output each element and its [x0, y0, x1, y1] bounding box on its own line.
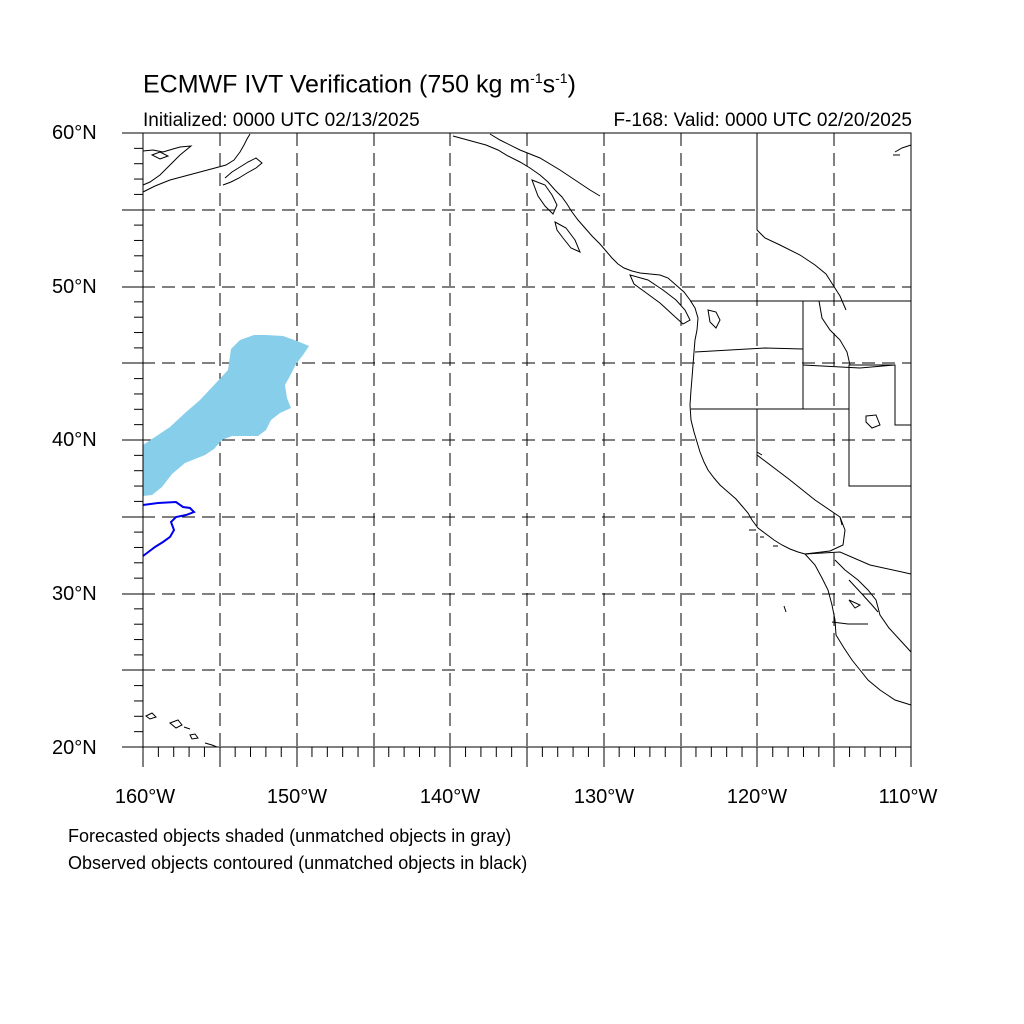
tick-marks: [122, 132, 912, 767]
lon-label-120w: 120°W: [726, 786, 788, 808]
lat-label-20n: 20°N: [52, 737, 97, 759]
lon-label-160w: 160°W: [114, 786, 176, 808]
lat-label-30n: 30°N: [52, 583, 97, 605]
lat-label-50n: 50°N: [52, 276, 97, 298]
lon-label-110w: 110°W: [878, 786, 938, 808]
coastlines: [142, 133, 912, 748]
valid-time: F-168: Valid: 0000 UTC 02/20/2025: [613, 110, 912, 131]
lat-label-60n: 60°N: [52, 122, 97, 144]
note-observed: Observed objects contoured (unmatched ob…: [68, 853, 528, 873]
map-title: ECMWF IVT Verification (750 kg m-1s-1): [143, 70, 576, 99]
gridlines: [122, 133, 911, 747]
lon-label-140w: 140°W: [419, 786, 481, 808]
lon-label-150w: 150°W: [266, 786, 328, 808]
note-forecast: Forecasted objects shaded (unmatched obj…: [68, 826, 512, 846]
minor-tick-marks: [134, 147, 897, 757]
forecast-object: [143, 335, 309, 496]
initialized-time: Initialized: 0000 UTC 02/13/2025: [143, 110, 420, 131]
observed-object: [142, 500, 196, 557]
lat-label-40n: 40°N: [52, 429, 97, 451]
lon-label-130w: 130°W: [573, 786, 635, 808]
